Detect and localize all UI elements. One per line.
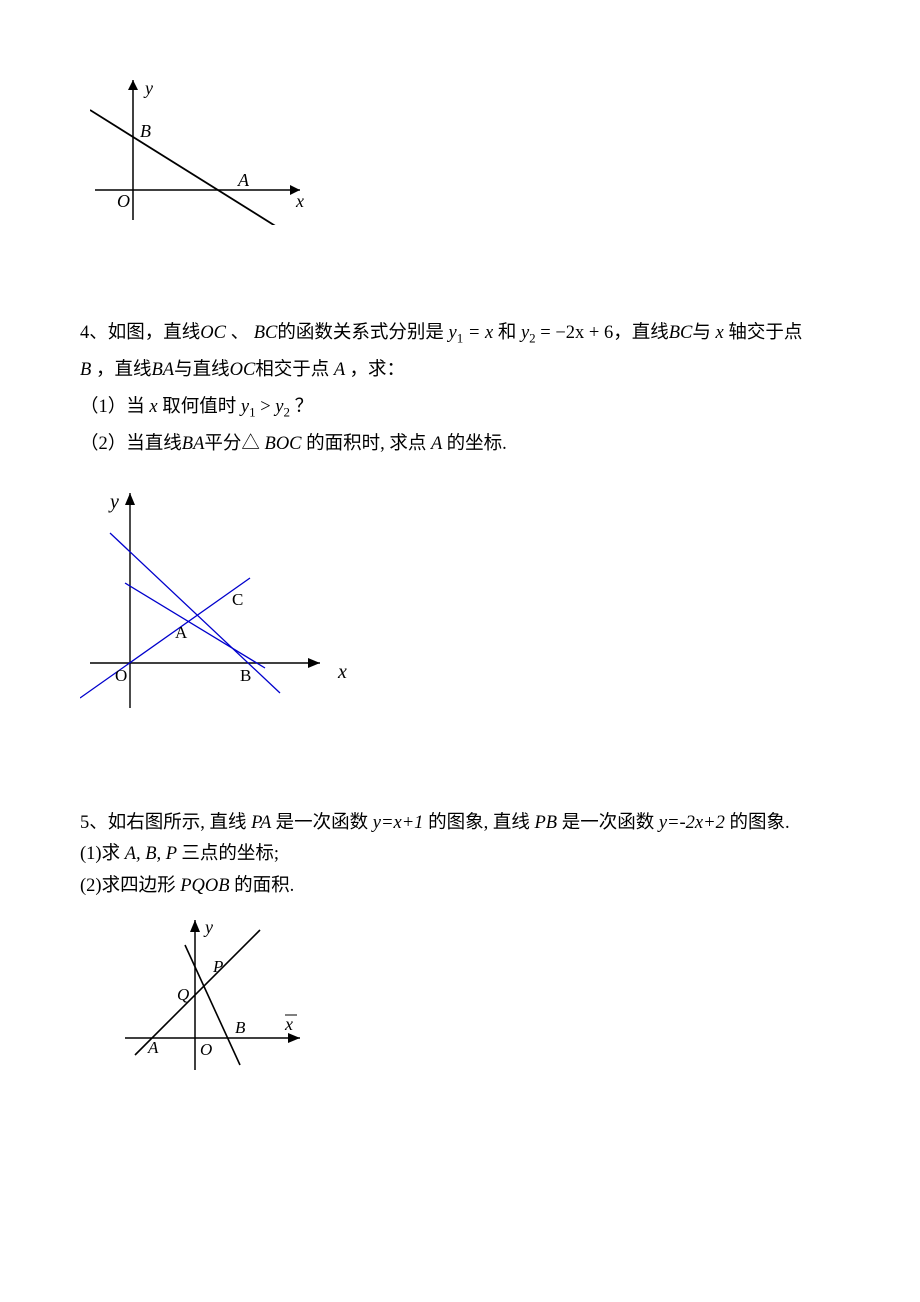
p4-OC: OC [200,323,226,343]
label-A: A [237,170,250,190]
p4-BC: BC [254,323,278,343]
p4-q1-1: （1）当 [80,397,145,417]
p5-intro-5: 的图象. [730,813,790,833]
f4-label-A: A [175,623,188,642]
p4-eq2-rhs: = −2x + 6 [536,323,614,343]
f4-label-O: O [115,666,127,685]
p4-eq1-lhs: y [444,323,457,343]
f5-label-Q: Q [177,985,189,1004]
p5-PB: PB [530,813,562,833]
f5-label-A: A [147,1038,159,1057]
p5-q1-2: 三点的坐标; [181,844,279,864]
p4-q2-1: （2）当直线 [80,434,182,454]
p4-intro-6: ，直线 [96,360,152,380]
p4-BC2: BC [669,323,693,343]
p4-B: B [80,360,96,380]
figure-problem-4: y x O A B C [80,478,840,718]
problem-5-text: 5、如右图所示, 直线 PA 是一次函数 y=x+1 的图象, 直线 PB 是一… [80,808,840,902]
p4-xaxis: x [711,323,728,343]
p4-intro-3: ，直线 [613,323,669,343]
f5-label-B: B [235,1018,246,1037]
p5-ABP: A, B, P [120,844,181,864]
p4-OC2: OC [230,360,256,380]
label-B: B [140,121,151,141]
p4-intro-4: 与 [692,323,711,343]
p4-intro-5: 轴交于点 [728,323,802,343]
p4-q2-BOC: BOC [260,434,306,454]
p4-q1-y2: y [275,397,283,417]
p5-intro-4: 是一次函数 [562,813,655,833]
p5-q1: (1)求 [80,844,120,864]
p5-intro-1: 5、如右图所示, 直线 [80,813,247,833]
p5-intro-2: 是一次函数 [276,813,369,833]
p4-q2-2: 平分△ [204,434,260,454]
label-O: O [117,191,130,211]
p5-PA: PA [247,813,276,833]
p5-intro-3: 的图象, 直线 [428,813,530,833]
p5-q2-2: 的面积. [234,876,294,896]
p5-q2: (2)求四边形 [80,876,176,896]
p4-eq2-lhs: y [516,323,529,343]
label-x: x [295,191,304,211]
p4-intro-7: 与直线 [174,360,230,380]
p4-eq1-rhs: = x [463,323,498,343]
p4-and: 和 [498,323,517,343]
p4-q2-4: 的坐标. [447,434,507,454]
p4-q2-A: A [426,434,446,454]
p4-q2-BA: BA [182,434,205,454]
p4-intro-2: 的函数关系式分别是 [277,323,444,343]
p4-sep1: 、 [226,323,254,343]
f4-label-B: B [240,666,251,685]
problem-4-text: 4、如图，直线OC 、 BC的函数关系式分别是 y1 = x 和 y2 = −2… [80,315,840,463]
figure-problem-5: y x O A B P Q [120,910,840,1075]
f5-label-x: x [284,1014,293,1034]
p4-q1-2: 取何值时 [162,397,236,417]
figure-problem-3: y x O B A [90,70,840,225]
p5-PQOB: PQOB [176,876,235,896]
f5-label-y: y [203,917,213,937]
p4-q1-y1: y [236,397,249,417]
p4-q2-3: 的面积时, 求点 [306,434,426,454]
p4-BA: BA [151,360,174,380]
label-y: y [143,78,153,98]
f5-label-P: P [212,957,223,976]
f4-label-x: x [337,661,347,683]
p5-eq1: y=x+1 [368,813,428,833]
p4-intro-8: 相交于点 [255,360,329,380]
p4-q1-3: ？ [290,397,313,417]
p4-q1-gt: > [256,397,276,417]
p4-intro-1: 4、如图，直线 [80,323,200,343]
p4-q1-x: x [145,397,162,417]
f4-label-y: y [108,491,119,513]
p5-eq2: y=-2x+2 [654,813,729,833]
p4-A: A [329,360,349,380]
f4-label-C: C [232,590,243,609]
f5-label-O: O [200,1040,212,1059]
p4-intro-9: ，求： [350,360,406,380]
